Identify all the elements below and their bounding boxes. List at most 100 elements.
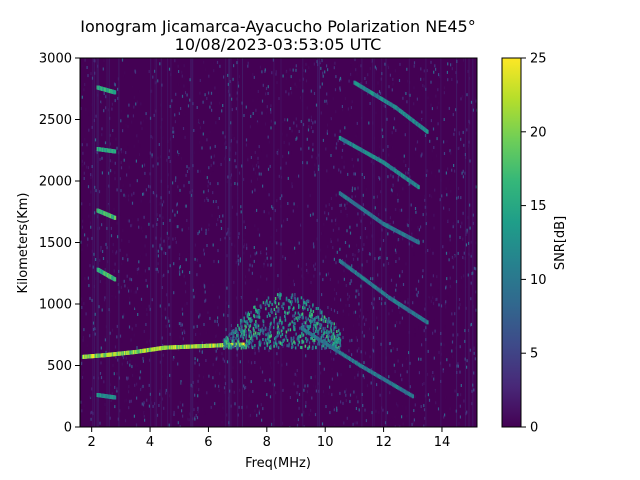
spread-cell [269, 300, 271, 304]
heatmap-cell [231, 247, 233, 251]
heatmap-cell [324, 99, 326, 103]
heatmap-cell [157, 262, 159, 266]
trace-cell [426, 129, 429, 134]
heatmap-cell [197, 394, 199, 398]
heatmap-cell [189, 413, 192, 417]
heatmap-cell [403, 154, 405, 158]
heatmap-cell [148, 70, 150, 73]
heatmap-cell [396, 193, 398, 197]
heatmap-cell [362, 247, 364, 251]
trace-cell [350, 358, 353, 362]
heatmap-cell [296, 70, 298, 74]
heatmap-cell [102, 250, 104, 253]
heatmap-cell [234, 182, 236, 185]
spread-cell [335, 344, 337, 348]
trace-cell [351, 358, 355, 363]
heatmap-cell [270, 108, 272, 112]
heatmap-cell [168, 303, 170, 307]
heatmap-cell [81, 143, 83, 147]
heatmap-cell [264, 259, 266, 263]
trace-cell [426, 320, 429, 325]
heatmap-cell [140, 199, 142, 203]
heatmap-cell [227, 396, 229, 400]
heatmap-cell [136, 396, 138, 400]
heatmap-cell [402, 422, 404, 426]
heatmap-cell [117, 77, 119, 81]
heatmap-cell [243, 114, 245, 117]
heatmap-cell [335, 146, 337, 150]
heatmap-cell [448, 208, 450, 212]
heatmap-cell [332, 246, 334, 250]
heatmap-cell [89, 296, 91, 300]
heatmap-cell [151, 401, 153, 405]
heatmap-cell [378, 176, 380, 179]
heatmap-cell [96, 126, 98, 130]
heatmap-cell [131, 223, 133, 227]
heatmap-cell [416, 140, 419, 144]
trace-cell [384, 293, 387, 298]
heatmap-cell [126, 377, 128, 381]
heatmap-cell [183, 184, 185, 188]
trace-cell [309, 332, 312, 337]
heatmap-cell [293, 202, 295, 206]
heatmap-cell [318, 153, 320, 157]
heatmap-cell [313, 264, 315, 268]
heatmap-cell [110, 398, 112, 402]
heatmap-cell [303, 324, 305, 328]
heatmap-cell [90, 411, 92, 415]
heatmap-cell [100, 245, 102, 249]
spread-cell [248, 317, 250, 321]
heatmap-cell [221, 352, 223, 356]
spread-cell [274, 337, 276, 341]
heatmap-cell [220, 163, 222, 166]
heatmap-cell [223, 75, 225, 79]
heatmap-cell [198, 315, 200, 319]
heatmap-cell [124, 194, 127, 198]
heatmap-cell [451, 255, 453, 259]
heatmap-cell [406, 370, 408, 374]
heatmap-cell [151, 153, 153, 157]
heatmap-cell [256, 404, 259, 408]
heatmap-cell [380, 379, 382, 383]
heatmap-cell [378, 212, 380, 216]
heatmap-cell [349, 113, 351, 117]
heatmap-cell [373, 336, 375, 339]
heatmap-cell [439, 198, 441, 202]
heatmap-cell [431, 171, 433, 175]
heatmap-cell [83, 328, 85, 332]
heatmap-cell [101, 133, 103, 137]
spread-cell [282, 306, 284, 310]
heatmap-cell [317, 382, 319, 386]
heatmap-cell [314, 262, 316, 266]
heatmap-cell [135, 159, 137, 163]
heatmap-cell [230, 231, 232, 235]
heatmap-cell [204, 279, 206, 283]
heatmap-cell [95, 189, 97, 193]
heatmap-cell [224, 293, 227, 297]
heatmap-cell [217, 206, 219, 210]
spread-cell [335, 325, 337, 329]
heatmap-cell [178, 70, 180, 73]
heatmap-cell [262, 184, 264, 188]
trace-cell [358, 273, 361, 278]
trace-cell [338, 350, 341, 355]
spread-cell [317, 342, 319, 346]
trace-cell [394, 384, 397, 389]
heatmap-cell [400, 279, 402, 283]
spread-cell [327, 332, 329, 335]
heatmap-cell [273, 68, 275, 72]
heatmap-cell [250, 254, 252, 258]
heatmap-cell [189, 369, 191, 373]
heatmap-cell [398, 79, 401, 82]
heatmap-cell [260, 275, 262, 279]
heatmap-cell [115, 302, 117, 305]
heatmap-cell [105, 187, 107, 191]
heatmap-cell [313, 62, 315, 66]
heatmap-band [190, 58, 192, 427]
heatmap-cell [297, 418, 299, 422]
heatmap-cell [386, 256, 388, 260]
heatmap-cell [472, 98, 474, 102]
heatmap-cell [459, 415, 461, 419]
spread-cell [278, 302, 280, 306]
spread-cell [291, 346, 293, 350]
